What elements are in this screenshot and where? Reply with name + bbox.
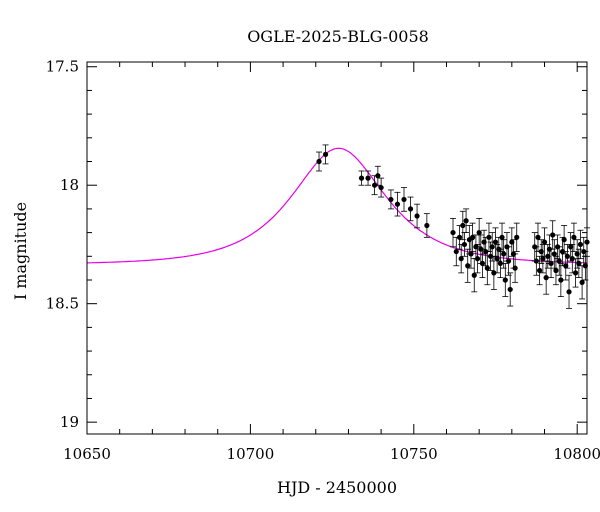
data-point	[514, 234, 520, 240]
data-point	[424, 222, 430, 229]
data-point	[564, 253, 570, 259]
data-point	[571, 234, 577, 240]
data-point	[470, 234, 476, 240]
data-point	[543, 275, 549, 281]
data-point	[491, 270, 497, 276]
data-point	[371, 182, 378, 188]
data-point	[378, 184, 384, 191]
data-point	[533, 258, 539, 264]
data-point	[541, 239, 548, 245]
data-point	[484, 265, 490, 271]
data-point	[501, 251, 507, 257]
data-point	[551, 251, 557, 257]
data-point	[507, 286, 513, 293]
data-point	[537, 267, 543, 274]
data-point	[505, 258, 512, 264]
data-point	[479, 260, 486, 267]
x-tick-label: 10650	[63, 445, 111, 463]
data-point	[388, 196, 394, 203]
data-point	[561, 237, 567, 243]
data-point	[499, 234, 505, 240]
data-point	[577, 241, 584, 248]
data-point	[458, 256, 464, 262]
data-point	[553, 267, 559, 274]
data-point	[401, 196, 407, 203]
y-tick-label: 17.5	[46, 58, 79, 76]
data-point	[576, 260, 582, 267]
data-point	[358, 175, 365, 181]
data-point	[471, 272, 477, 278]
x-axis-label: HJD - 2450000	[277, 478, 397, 497]
data-point	[566, 289, 572, 295]
data-point	[456, 234, 463, 240]
data-point	[461, 241, 468, 248]
data-point	[535, 234, 541, 240]
data-point	[572, 270, 579, 276]
data-point	[489, 244, 495, 250]
y-axis-label: I magnitude	[11, 202, 30, 300]
plot-frame	[86, 61, 588, 435]
data-point	[474, 256, 481, 262]
data-point	[460, 222, 466, 229]
data-point	[322, 151, 329, 158]
data-point	[502, 277, 508, 283]
data-point	[558, 277, 564, 283]
data-point	[512, 265, 518, 271]
data-point	[316, 158, 322, 165]
x-tick-label: 10750	[390, 445, 438, 463]
data-point	[465, 263, 471, 269]
data-point	[556, 258, 562, 264]
data-point	[486, 234, 492, 240]
data-point	[463, 218, 469, 224]
data-point	[550, 232, 556, 238]
data-point	[375, 173, 381, 179]
chart-title: OGLE-2025-BLG-0058	[247, 27, 429, 46]
data-point	[492, 239, 499, 245]
y-tick-label: 18.5	[46, 295, 79, 313]
data-point	[569, 256, 575, 262]
data-point	[453, 248, 459, 255]
x-tick-label: 10800	[553, 445, 600, 463]
data-point	[540, 256, 546, 262]
data-point	[365, 175, 371, 181]
data-point	[468, 251, 474, 257]
data-point	[579, 279, 585, 285]
data-point	[476, 229, 482, 236]
data-point	[394, 201, 401, 207]
data-point	[407, 206, 414, 212]
y-tick-label: 18	[60, 176, 79, 194]
x-tick-label: 10700	[227, 445, 275, 463]
data-point	[414, 213, 420, 219]
data-point	[548, 260, 554, 267]
data-point	[450, 229, 456, 236]
data-point	[497, 260, 503, 267]
y-tick-label: 19	[60, 413, 79, 431]
